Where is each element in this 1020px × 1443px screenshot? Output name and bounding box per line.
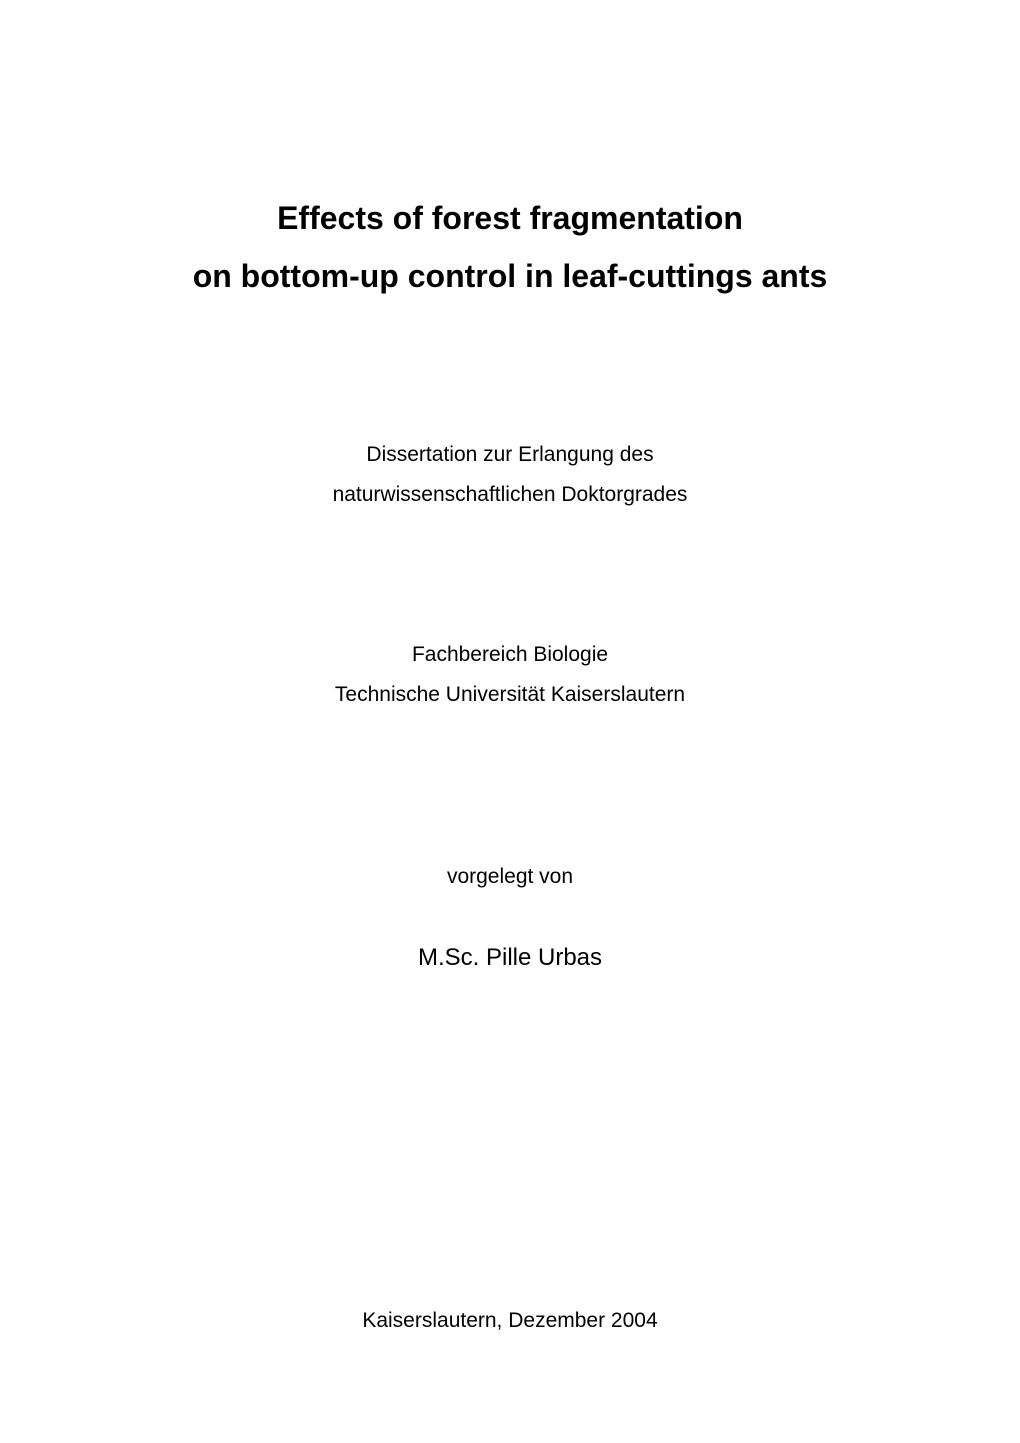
dissertation-title: Effects of forest fragmentation on botto… — [80, 190, 940, 305]
presented-by-label: vorgelegt von — [80, 865, 940, 889]
title-line-1: Effects of forest fragmentation — [80, 190, 940, 248]
place-date: Kaiserslautern, Dezember 2004 — [80, 1309, 940, 1333]
department-line-1: Fachbereich Biologie — [80, 635, 940, 675]
department-block: Fachbereich Biologie Technische Universi… — [80, 635, 940, 715]
presented-by-block: vorgelegt von — [80, 865, 940, 889]
subtitle-line-2: naturwissenschaftlichen Doktorgrades — [80, 475, 940, 515]
place-date-block: Kaiserslautern, Dezember 2004 — [80, 1309, 940, 1333]
vertical-spacer — [80, 972, 940, 1309]
dissertation-subtitle: Dissertation zur Erlangung des naturwiss… — [80, 435, 940, 515]
department-line-2: Technische Universität Kaiserslautern — [80, 675, 940, 715]
title-line-2: on bottom-up control in leaf-cuttings an… — [80, 248, 940, 306]
author-name: M.Sc. Pille Urbas — [80, 944, 940, 972]
author-block: M.Sc. Pille Urbas — [80, 944, 940, 972]
subtitle-line-1: Dissertation zur Erlangung des — [80, 435, 940, 475]
